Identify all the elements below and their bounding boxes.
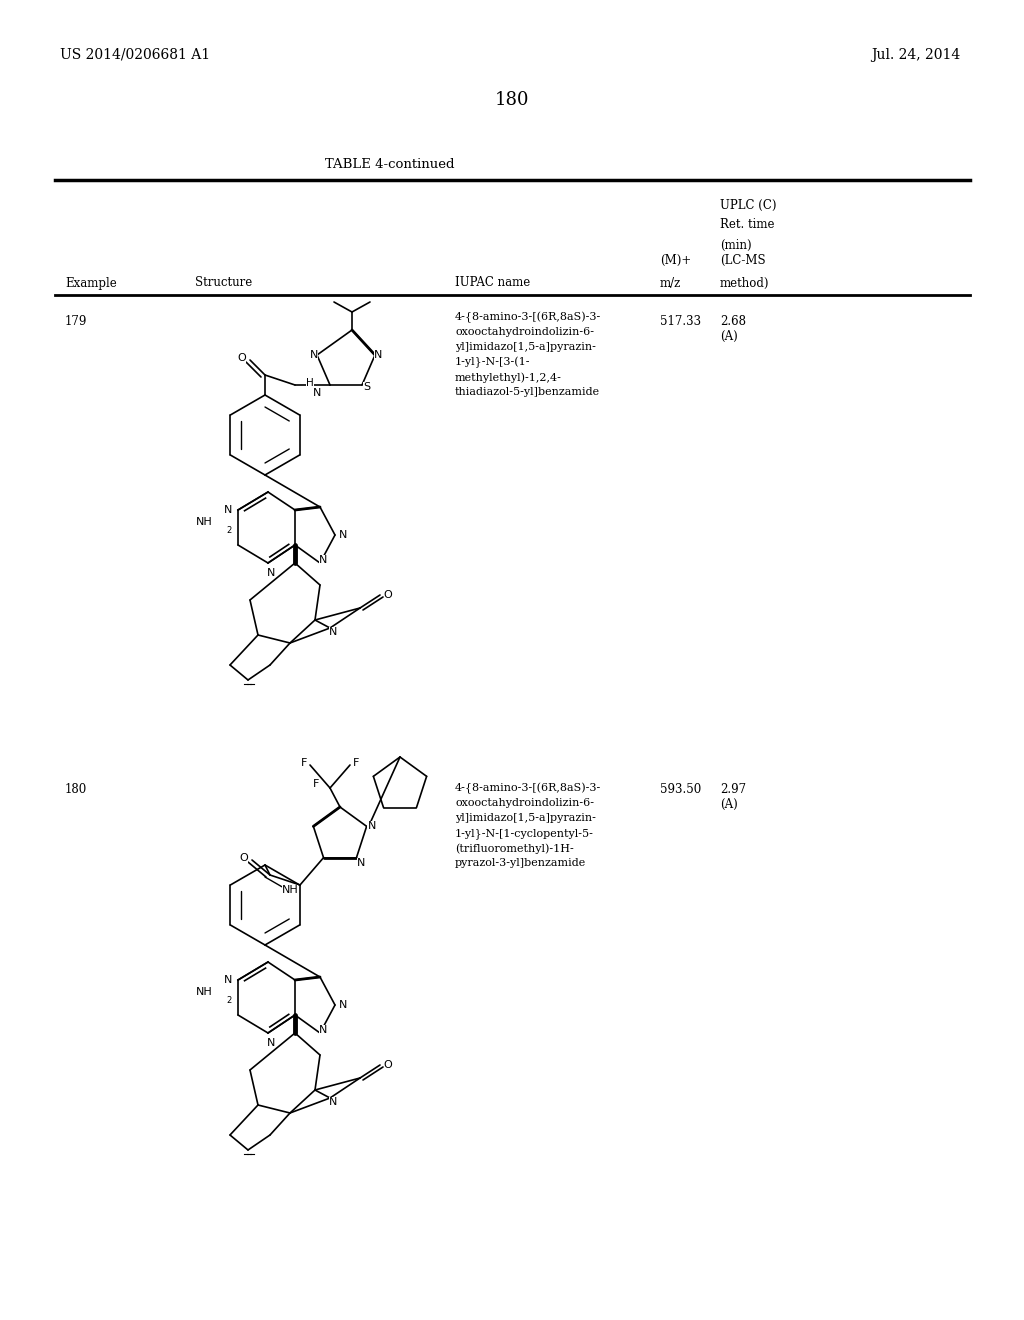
Text: TABLE 4-continued: TABLE 4-continued: [326, 158, 455, 172]
Text: 179: 179: [65, 315, 87, 327]
Text: method): method): [720, 276, 769, 289]
Text: pyrazol-3-yl]benzamide: pyrazol-3-yl]benzamide: [455, 858, 587, 869]
Text: F: F: [353, 758, 359, 768]
Text: N: N: [339, 1001, 347, 1010]
Text: O: O: [238, 352, 247, 363]
Text: N: N: [329, 627, 337, 638]
Text: NH: NH: [282, 884, 298, 895]
Text: N: N: [339, 531, 347, 540]
Text: thiadiazol-5-yl]benzamide: thiadiazol-5-yl]benzamide: [455, 387, 600, 397]
Text: (LC-MS: (LC-MS: [720, 253, 766, 267]
Text: (A): (A): [720, 799, 737, 810]
Text: N: N: [318, 554, 328, 565]
Text: 4-{8-amino-3-[(6R,8aS)-3-: 4-{8-amino-3-[(6R,8aS)-3-: [455, 783, 601, 795]
Text: O: O: [384, 1060, 392, 1071]
Text: oxooctahydroindolizin-6-: oxooctahydroindolizin-6-: [455, 327, 594, 337]
Text: NH: NH: [197, 987, 213, 997]
Text: 1-yl}-N-[3-(1-: 1-yl}-N-[3-(1-: [455, 356, 530, 368]
Text: (min): (min): [720, 239, 752, 252]
Text: m/z: m/z: [660, 276, 681, 289]
Text: N: N: [368, 821, 376, 832]
Text: 4-{8-amino-3-[(6R,8aS)-3-: 4-{8-amino-3-[(6R,8aS)-3-: [455, 312, 601, 323]
Text: (M)+: (M)+: [660, 253, 691, 267]
Text: (trifluoromethyl)-1H-: (trifluoromethyl)-1H-: [455, 843, 573, 854]
Text: yl]imidazo[1,5-a]pyrazin-: yl]imidazo[1,5-a]pyrazin-: [455, 813, 596, 822]
Text: N: N: [357, 858, 366, 867]
Text: O: O: [384, 590, 392, 601]
Text: (A): (A): [720, 330, 737, 343]
Text: oxooctahydroindolizin-6-: oxooctahydroindolizin-6-: [455, 799, 594, 808]
Text: S: S: [364, 381, 371, 392]
Text: N: N: [267, 568, 275, 578]
Text: 180: 180: [495, 91, 529, 110]
Text: N: N: [267, 1038, 275, 1048]
Text: UPLC (C): UPLC (C): [720, 198, 776, 211]
Text: N: N: [329, 1097, 337, 1107]
Text: 593.50: 593.50: [660, 783, 701, 796]
Text: 2: 2: [226, 525, 231, 535]
Text: N: N: [374, 350, 382, 360]
Text: N: N: [224, 506, 232, 515]
Text: 2: 2: [226, 997, 231, 1005]
Text: Ret. time: Ret. time: [720, 219, 774, 231]
Text: 2.97: 2.97: [720, 783, 746, 796]
Text: Structure: Structure: [195, 276, 252, 289]
Text: US 2014/0206681 A1: US 2014/0206681 A1: [60, 48, 210, 62]
Text: O: O: [240, 853, 249, 863]
Text: yl]imidazo[1,5-a]pyrazin-: yl]imidazo[1,5-a]pyrazin-: [455, 342, 596, 352]
Text: Jul. 24, 2014: Jul. 24, 2014: [870, 48, 961, 62]
Text: IUPAC name: IUPAC name: [455, 276, 530, 289]
Text: 1-yl}-N-[1-cyclopentyl-5-: 1-yl}-N-[1-cyclopentyl-5-: [455, 828, 594, 838]
Text: N: N: [312, 388, 322, 399]
Text: H: H: [306, 378, 314, 388]
Text: N: N: [318, 1026, 328, 1035]
Text: NH: NH: [197, 517, 213, 527]
Text: methylethyl)-1,2,4-: methylethyl)-1,2,4-: [455, 372, 562, 383]
Text: F: F: [312, 779, 319, 789]
Text: 180: 180: [65, 783, 87, 796]
Text: 2.68: 2.68: [720, 315, 746, 327]
Text: N: N: [224, 975, 232, 985]
Text: N: N: [310, 350, 318, 360]
Text: 517.33: 517.33: [660, 315, 701, 327]
Text: Example: Example: [65, 276, 117, 289]
Text: F: F: [301, 758, 307, 768]
